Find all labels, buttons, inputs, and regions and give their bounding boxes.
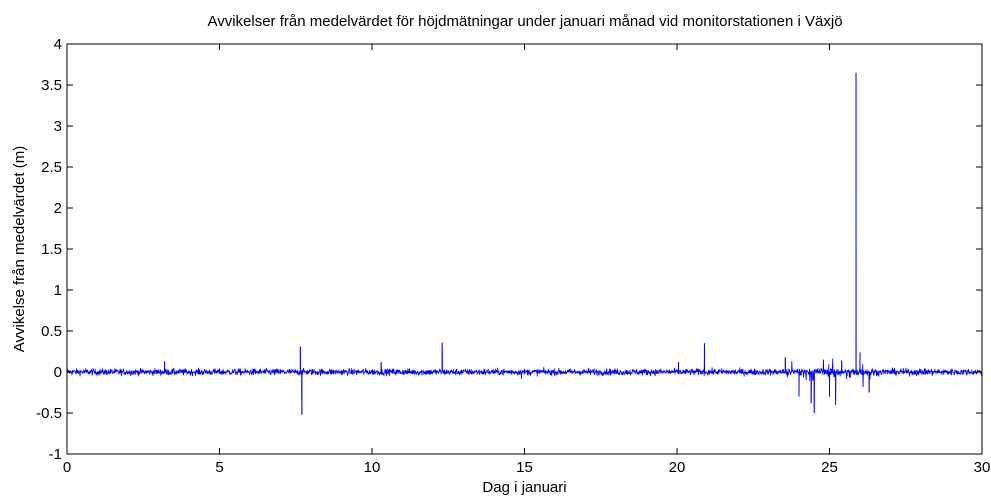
x-axis-label: Dag i januari bbox=[482, 479, 566, 496]
y-tick-label: 2 bbox=[54, 200, 62, 217]
y-tick-label: 0.5 bbox=[41, 323, 62, 340]
y-tick-label: 3 bbox=[54, 118, 62, 135]
x-tick-label: 20 bbox=[669, 459, 686, 476]
x-tick-label: 0 bbox=[63, 459, 71, 476]
y-tick-label: -0.5 bbox=[36, 405, 62, 422]
x-tick-label: 5 bbox=[215, 459, 223, 476]
y-tick-label: 2.5 bbox=[41, 159, 62, 176]
x-tick-label: 30 bbox=[974, 459, 991, 476]
series-line bbox=[66, 72, 983, 415]
x-tick-label: 10 bbox=[364, 459, 381, 476]
y-tick-label: 4 bbox=[54, 36, 62, 53]
axes-background bbox=[67, 44, 982, 454]
y-tick-label: 1 bbox=[54, 282, 62, 299]
x-tick-label: 25 bbox=[821, 459, 838, 476]
y-tick-label: 0 bbox=[54, 364, 62, 381]
axes-box bbox=[66, 43, 983, 455]
tick-layer: 0 5 10 15 20 25 30 -1 -0.5 0 0.5 1 1.5 2 2.5 3 3.5 4 bbox=[36, 36, 990, 476]
x-tick-label: 15 bbox=[516, 459, 533, 476]
y-tick-label: 1.5 bbox=[41, 241, 62, 258]
y-tick-label: -1 bbox=[49, 446, 62, 463]
chart-title: Avvikelser från medelvärdet för höjdmätn… bbox=[207, 13, 842, 30]
series-layer bbox=[66, 72, 983, 415]
y-tick-label: 3.5 bbox=[41, 77, 62, 94]
plot-area: 0 5 10 15 20 25 30 -1 -0.5 0 0.5 1 1.5 2 2.5 3 3.5 4 bbox=[36, 36, 990, 476]
y-axis-label: Avvikelse från medelvärdet (m) bbox=[11, 146, 28, 352]
